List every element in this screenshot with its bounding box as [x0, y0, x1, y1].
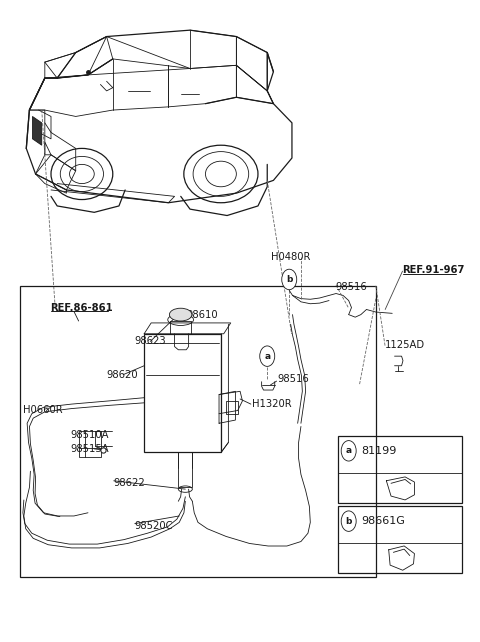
Text: 98515A: 98515A [71, 444, 109, 454]
Text: a: a [264, 352, 270, 361]
Text: H1320R: H1320R [252, 399, 291, 409]
Circle shape [260, 346, 275, 367]
Ellipse shape [169, 308, 192, 321]
Text: 98516: 98516 [277, 374, 309, 383]
Text: 98516: 98516 [335, 282, 367, 292]
Bar [226, 401, 238, 413]
Text: 98661G: 98661G [361, 516, 405, 526]
Text: H0660R: H0660R [23, 406, 62, 415]
Circle shape [282, 269, 297, 290]
Text: a: a [346, 446, 352, 455]
Bar [79, 431, 101, 456]
Text: 98622: 98622 [114, 478, 145, 489]
Polygon shape [33, 116, 42, 145]
Text: REF.86-861: REF.86-861 [50, 302, 113, 313]
Text: 98520C: 98520C [135, 521, 173, 531]
Bar [178, 452, 192, 487]
Bar [338, 436, 462, 503]
Bar [144, 334, 221, 452]
Text: 98620: 98620 [107, 370, 138, 379]
Text: 1125AD: 1125AD [385, 340, 425, 351]
Text: 98623: 98623 [135, 336, 167, 347]
Text: b: b [286, 275, 292, 284]
Text: REF.91-967: REF.91-967 [403, 265, 465, 275]
Circle shape [341, 511, 356, 532]
Text: 98610: 98610 [187, 309, 218, 320]
Bar [338, 507, 462, 573]
Bar [20, 286, 376, 577]
Text: H0480R: H0480R [271, 252, 310, 262]
Circle shape [341, 440, 356, 461]
Text: b: b [346, 517, 352, 526]
Text: 98510A: 98510A [71, 429, 109, 440]
Text: 81199: 81199 [361, 446, 396, 456]
